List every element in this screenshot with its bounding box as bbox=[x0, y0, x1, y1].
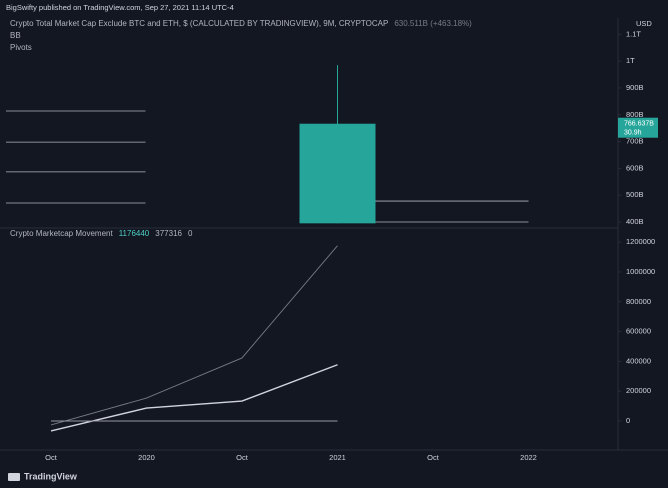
price-tag-value: 766.637B bbox=[624, 121, 654, 128]
brand: TradingView bbox=[24, 471, 78, 481]
x-tick-label: Oct bbox=[45, 453, 58, 462]
y-tick-label: 1T bbox=[626, 56, 635, 65]
y-tick-label: 600000 bbox=[626, 327, 651, 336]
y-tick-label: 600B bbox=[626, 163, 644, 172]
publisher: BigSwifty published on TradingView.com, … bbox=[6, 3, 234, 12]
y-tick-label: 900B bbox=[626, 83, 644, 92]
y-tick-label: 400B bbox=[626, 217, 644, 226]
y-tick-label: 1200000 bbox=[626, 237, 655, 246]
y-tick-label: 400000 bbox=[626, 356, 651, 365]
y-tick-label: 1000000 bbox=[626, 267, 655, 276]
y-tick-label: 200000 bbox=[626, 386, 651, 395]
legend-entry: 0 bbox=[188, 229, 193, 238]
currency: USD bbox=[636, 19, 652, 28]
y-tick-label: 700B bbox=[626, 137, 644, 146]
y-tick-label: 800000 bbox=[626, 297, 651, 306]
y-tick-label: 1.1T bbox=[626, 29, 641, 38]
x-tick-label: 2021 bbox=[329, 453, 346, 462]
x-tick-label: 2020 bbox=[138, 453, 155, 462]
legend-entry: 377316 bbox=[155, 229, 182, 238]
x-tick-label: 2022 bbox=[520, 453, 537, 462]
price-tag-countdown: 30.9h bbox=[624, 130, 642, 137]
indicator-label: Pivots bbox=[10, 43, 32, 52]
y-tick-label: 0 bbox=[626, 416, 630, 425]
chart-title: Crypto Total Market Cap Exclude BTC and … bbox=[10, 19, 388, 28]
logo-icon bbox=[8, 473, 20, 481]
footer bbox=[0, 466, 668, 488]
x-tick-label: Oct bbox=[427, 453, 440, 462]
series-line bbox=[50, 364, 338, 432]
x-tick-label: Oct bbox=[236, 453, 249, 462]
indicator-label: BB bbox=[10, 31, 21, 40]
y-tick-label: 800B bbox=[626, 110, 644, 119]
legend-entry: 1176440 bbox=[119, 229, 150, 238]
chart-title: Crypto Marketcap Movement bbox=[10, 229, 113, 238]
y-tick-label: 500B bbox=[626, 190, 644, 199]
candle-body bbox=[299, 123, 376, 224]
legend-value: 630.511B (+463.18%) bbox=[394, 19, 472, 28]
price-tag bbox=[618, 117, 658, 138]
series-line bbox=[50, 245, 338, 426]
